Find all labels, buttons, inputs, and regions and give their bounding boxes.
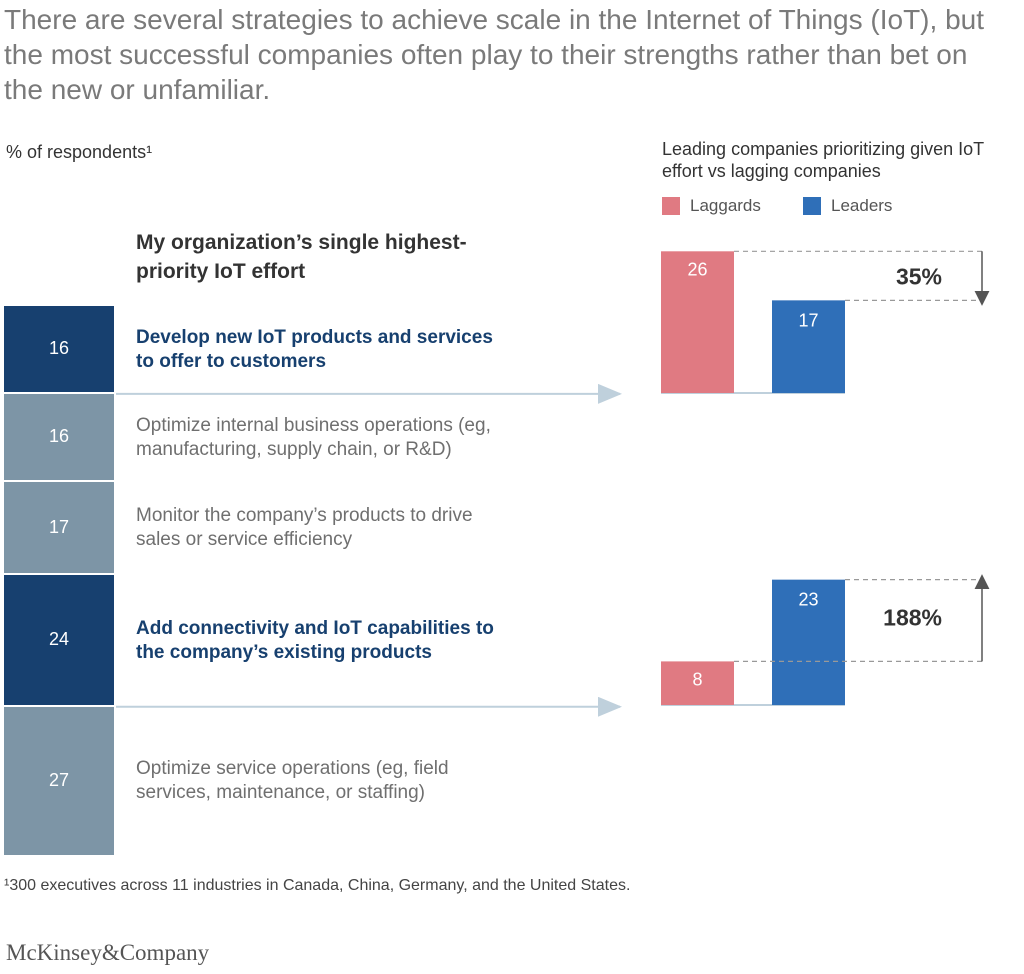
stack-segment-label-3: Monitor the company’s products to drive … (136, 505, 473, 551)
stack-segment-1: 16 (4, 306, 114, 392)
left-subtitle: % of respondents¹ (6, 142, 153, 162)
legend-laggards-swatch (662, 197, 680, 215)
stack-value: 17 (48, 516, 70, 537)
stack-segment-4: 24 (4, 575, 114, 705)
stack-segment-5: 27 (4, 706, 114, 855)
bar-laggards-value-1: 26 (687, 259, 707, 279)
stack-segment-3: 17 (4, 481, 114, 573)
legend-laggards-label: Laggards (690, 196, 761, 215)
stack-value: 16 (48, 426, 70, 447)
headline: There are several strategies to achieve … (4, 4, 984, 105)
legend-leaders: Leaders (803, 196, 892, 216)
column-heading: My organization’s single highest-priorit… (136, 231, 467, 283)
bar-leaders-value-2: 23 (798, 590, 818, 610)
right-subtitle: Leading companies prioritizing given IoT… (662, 139, 984, 181)
stack-segment-label-1: Develop new IoT products and services to… (136, 326, 493, 372)
legend-laggards: Laggards (662, 196, 761, 216)
stack-segment-label-4: Add connectivity and IoT capabilities to… (136, 617, 494, 663)
bar-leaders-2 (772, 579, 845, 705)
bar-leaders-value-1: 17 (798, 310, 818, 330)
footnote: ¹300 executives across 11 industries in … (4, 877, 631, 894)
change-label-1: 35% (896, 263, 942, 289)
stack-segment-2: 16 (4, 393, 114, 480)
legend-leaders-swatch (803, 197, 821, 215)
bar-laggards-value-2: 8 (692, 669, 702, 689)
brand-logo: McKinsey&Company (6, 940, 210, 965)
legend-leaders-label: Leaders (831, 196, 893, 215)
stack-value: 16 (48, 338, 70, 359)
stack-segment-label-5: Optimize service operations (eg, field s… (136, 757, 449, 803)
change-label-2: 188% (883, 605, 942, 631)
stack-segment-label-2: Optimize internal business operations (e… (136, 414, 491, 460)
bar-leaders-1 (772, 300, 845, 393)
bar-laggards-2 (661, 661, 734, 705)
bar-laggards-1 (661, 251, 734, 393)
stack-value: 24 (48, 629, 70, 650)
stack-value: 27 (48, 770, 70, 791)
